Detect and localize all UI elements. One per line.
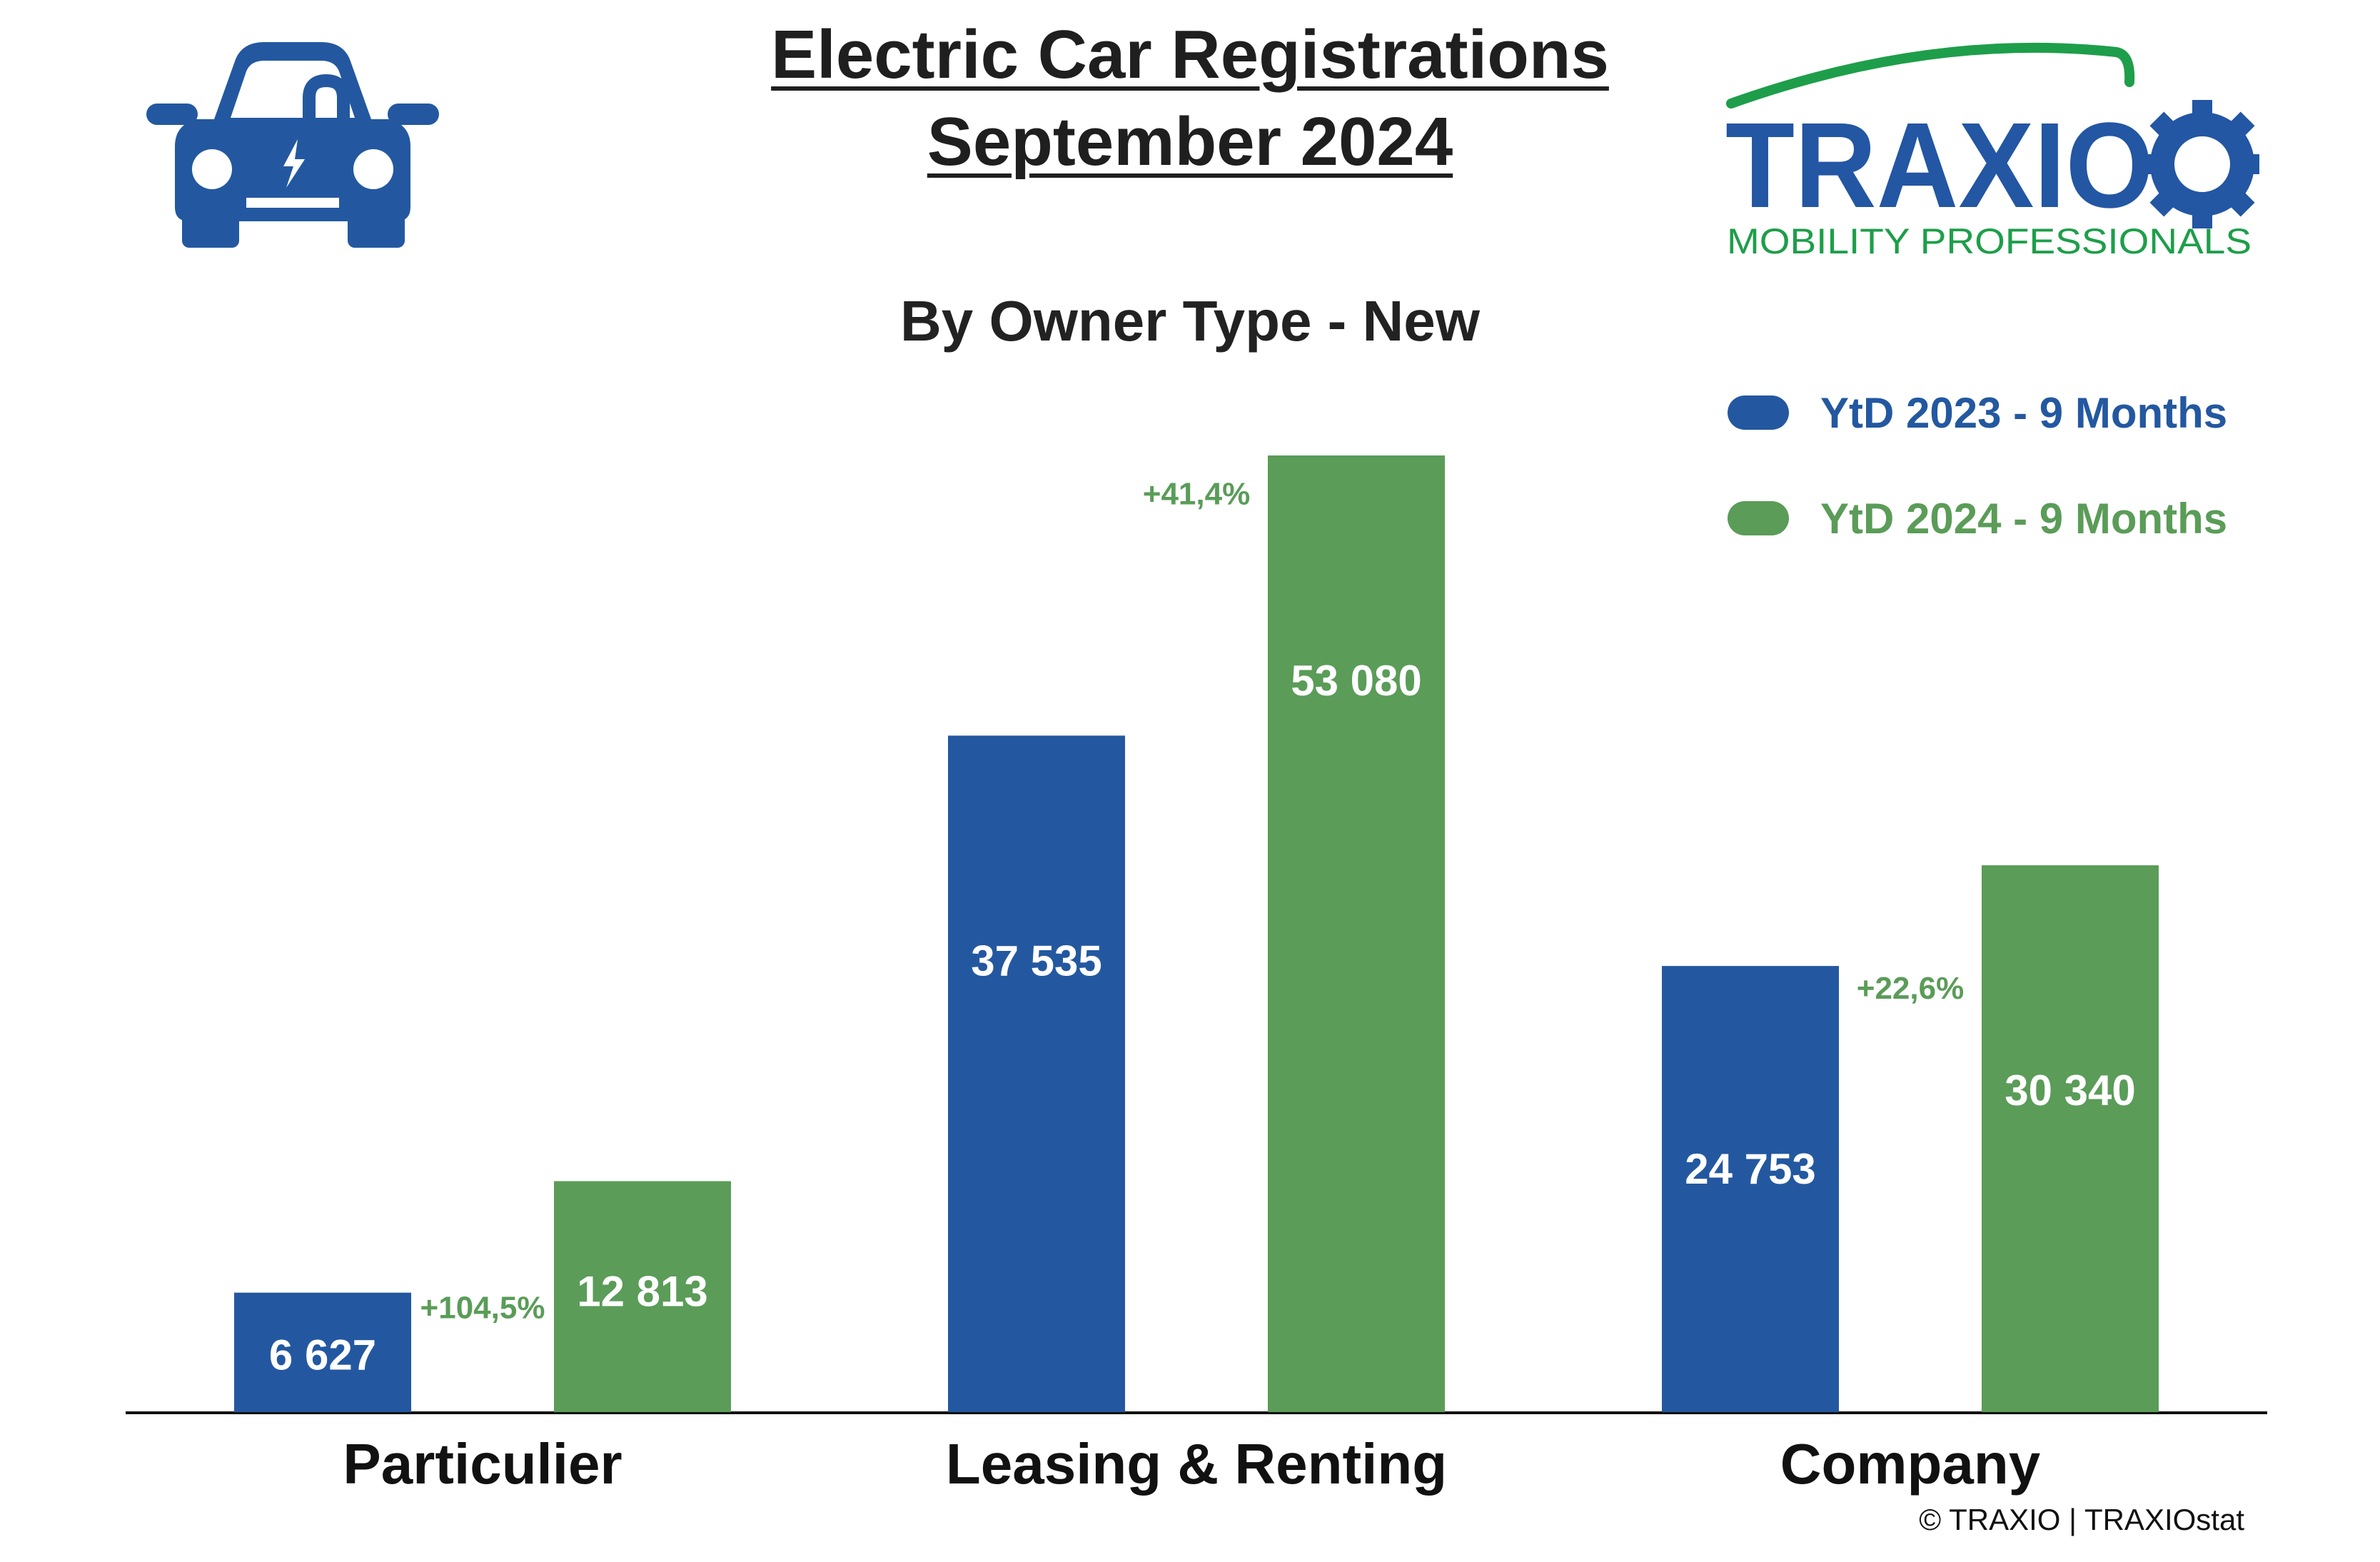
legend-label-2023: YtD 2023 - 9 Months bbox=[1820, 388, 2228, 437]
bar-2023-2 bbox=[1662, 966, 1839, 1412]
data-label-2024-2: 30 340 bbox=[2005, 1067, 2136, 1114]
copyright-text: © TRAXIO | TRAXIOstat bbox=[1919, 1503, 2244, 1536]
bar-2024-2 bbox=[1982, 865, 2159, 1412]
data-label-2023-1: 37 535 bbox=[971, 937, 1102, 984]
category-label-2: Company bbox=[1780, 1432, 2041, 1496]
growth-label-1: +41,4% bbox=[1143, 476, 1250, 511]
legend-swatch-2024 bbox=[1728, 501, 1789, 535]
data-label-2023-2: 24 753 bbox=[1685, 1145, 1816, 1193]
bar-2023-0 bbox=[234, 1292, 411, 1412]
category-label-1: Leasing & Renting bbox=[946, 1432, 1447, 1496]
electric-car-icon bbox=[146, 42, 439, 248]
data-label-2023-0: 6 627 bbox=[269, 1331, 376, 1379]
legend-item-2024: YtD 2024 - 9 Months bbox=[1728, 490, 2227, 547]
data-label-2024-1: 53 080 bbox=[1291, 657, 1422, 705]
growth-label-0: +104,5% bbox=[420, 1291, 545, 1326]
bar-2023-1 bbox=[948, 735, 1125, 1412]
growth-label-2: +22,6% bbox=[1857, 971, 1964, 1006]
traxio-logo: TRAXIO MOBILITY PROFESSIONALS bbox=[1725, 42, 2259, 261]
legend-item-2023: YtD 2023 - 9 Months bbox=[1728, 384, 2227, 441]
page-title-date: September 2024 bbox=[927, 104, 1453, 180]
bar-2024-0 bbox=[554, 1181, 731, 1412]
page-title: Electric Car Registrations bbox=[771, 16, 1609, 93]
logo-tagline: MOBILITY PROFESSIONALS bbox=[1727, 221, 2252, 261]
bar-2024-1 bbox=[1268, 455, 1445, 1412]
gear-icon bbox=[2138, 100, 2259, 228]
category-label-0: Particulier bbox=[343, 1432, 622, 1496]
chart-subtitle: By Owner Type - New bbox=[899, 289, 1481, 353]
legend-swatch-2023 bbox=[1728, 395, 1789, 430]
logo-brand-text: TRAXIO bbox=[1725, 98, 2154, 233]
legend-label-2024: YtD 2024 - 9 Months bbox=[1820, 494, 2228, 543]
data-label-2024-0: 12 813 bbox=[577, 1268, 708, 1316]
